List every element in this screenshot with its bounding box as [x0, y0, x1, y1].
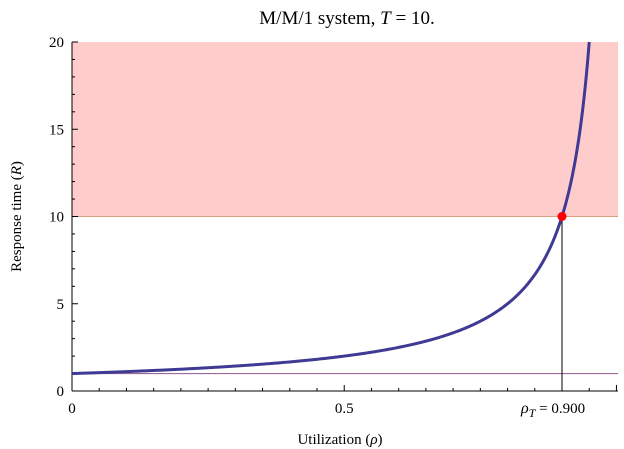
y-tick-label: 10 [49, 210, 64, 226]
y-tick-label: 15 [49, 122, 64, 138]
x-tick-label: 0.5 [335, 401, 354, 417]
chart-title: M/M/1 system, T = 10. [259, 8, 434, 29]
y-tick-label: 0 [57, 384, 65, 400]
marker-point [557, 212, 567, 221]
x-axis-title: Utilization (ρ) [297, 432, 382, 448]
y-axis-title: Response time (R) [9, 161, 25, 272]
plot-area: 0 5 10 15 20 0 0.5 ρT = 0.900 M/M/1 system, T = … [9, 8, 618, 448]
shaded-region [72, 42, 618, 217]
y-tick-label: 5 [57, 297, 65, 313]
y-tick-label: 20 [49, 35, 64, 51]
marker-x-label: ρT = 0.900 [520, 400, 585, 420]
response-time-curve [71, 41, 591, 376]
x-tick-label: 0 [68, 401, 76, 417]
